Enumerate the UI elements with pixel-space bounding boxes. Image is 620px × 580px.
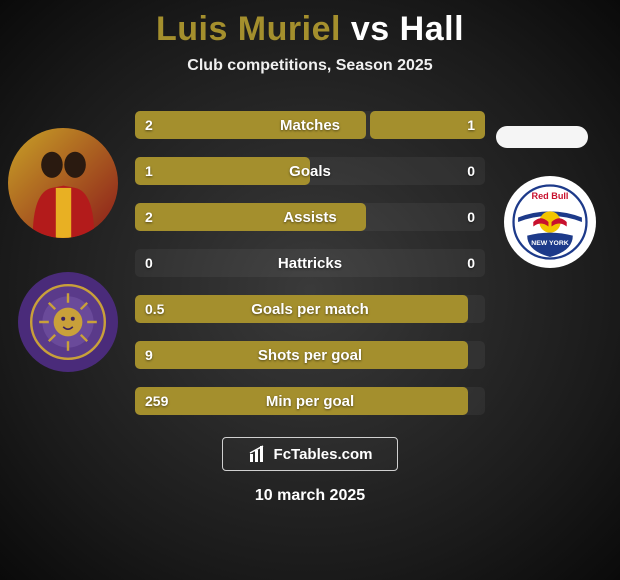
- stat-row-goals: 1 Goals 0: [135, 157, 485, 185]
- stat-label: Goals per match: [251, 301, 369, 318]
- svg-text:Red Bull: Red Bull: [532, 191, 569, 201]
- bars-icon: [248, 444, 268, 464]
- title-player2: Hall: [400, 10, 464, 48]
- stat-label: Hattricks: [278, 255, 342, 272]
- stat-row-shots-per-goal: 9 Shots per goal: [135, 341, 485, 369]
- stat-value-left: 0: [145, 255, 153, 271]
- player2-avatar: [496, 126, 588, 148]
- stat-row-hattricks: 0 Hattricks 0: [135, 249, 485, 277]
- stat-value-left: 2: [145, 117, 153, 133]
- stat-value-left: 0.5: [145, 301, 164, 317]
- title-vs: vs: [351, 10, 390, 48]
- player-silhouette-icon: [25, 145, 102, 239]
- stat-label: Assists: [283, 209, 336, 226]
- stat-value-left: 259: [145, 393, 168, 409]
- stat-row-matches: 2 Matches 1: [135, 111, 485, 139]
- stat-label: Shots per goal: [258, 347, 362, 364]
- stat-row-assists: 2 Assists 0: [135, 203, 485, 231]
- stat-value-left: 1: [145, 163, 153, 179]
- stat-label: Min per goal: [266, 393, 354, 410]
- lion-crest-icon: [28, 282, 108, 362]
- stat-row-min-per-goal: 259 Min per goal: [135, 387, 485, 415]
- footer-date: 10 march 2025: [0, 487, 620, 505]
- stat-label: Matches: [280, 117, 340, 134]
- stat-value-right: 0: [467, 209, 475, 225]
- stat-value-right: 0: [467, 255, 475, 271]
- page-title: Luis Muriel vs Hall: [0, 0, 620, 49]
- title-player1: Luis Muriel: [156, 10, 341, 48]
- team1-crest: [18, 272, 118, 372]
- brand-text: FcTables.com: [274, 446, 373, 463]
- stat-value-left: 2: [145, 209, 153, 225]
- team2-crest: Red Bull NEW YORK: [504, 176, 596, 268]
- stat-value-left: 9: [145, 347, 153, 363]
- stat-label: Goals: [289, 163, 331, 180]
- redbull-crest-icon: Red Bull NEW YORK: [512, 184, 588, 260]
- svg-text:NEW YORK: NEW YORK: [531, 240, 569, 247]
- stat-bar-left: [135, 157, 310, 185]
- stat-row-goals-per-match: 0.5 Goals per match: [135, 295, 485, 323]
- stat-value-right: 0: [467, 163, 475, 179]
- brand-badge: FcTables.com: [222, 437, 398, 471]
- subtitle: Club competitions, Season 2025: [0, 57, 620, 75]
- player1-avatar: [8, 128, 118, 238]
- stat-value-right: 1: [467, 117, 475, 133]
